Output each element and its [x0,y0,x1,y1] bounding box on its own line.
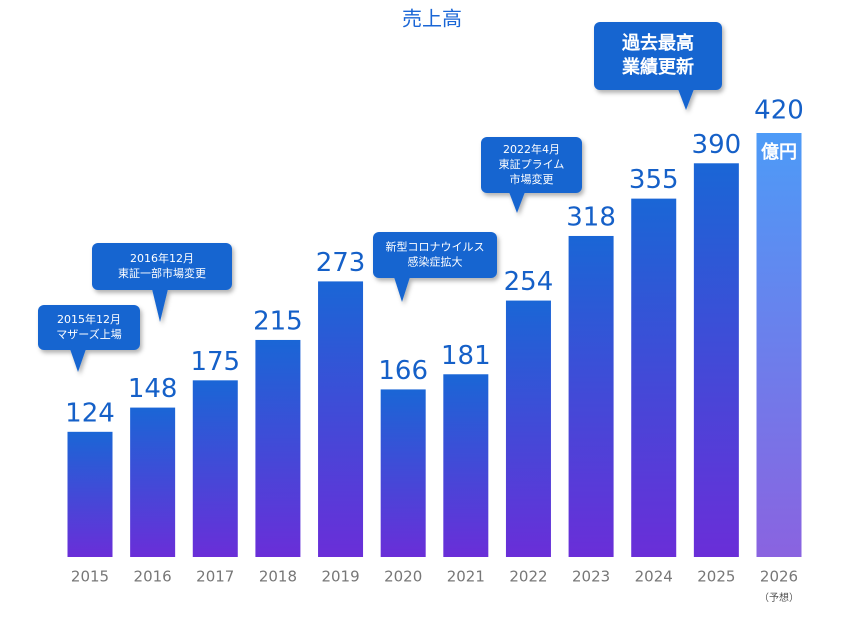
bar [192,380,238,557]
x-tick-label: 2025 [697,568,735,586]
callout [92,243,232,322]
bar [505,300,551,557]
bar [380,389,426,557]
x-tick-label: 2021 [447,568,485,586]
value-label: 181 [441,341,491,371]
callout [373,232,497,302]
x-tick-label: 2015 [71,568,109,586]
bar [318,281,364,557]
value-label: 273 [316,248,366,278]
bar [693,163,739,558]
callout-text: 感染症拡大 [408,254,463,268]
unit-label: 億円 [761,141,797,163]
bar [756,133,802,557]
callout [481,137,582,213]
callout-text: 2015年12月 [57,312,121,326]
callout-tail [509,192,525,213]
value-label: 148 [128,374,178,404]
bar [568,235,614,557]
x-tick-label: 2017 [196,568,234,586]
value-label: 355 [629,165,679,195]
value-label: 175 [190,347,240,377]
chart-title: 売上高 [402,7,462,31]
value-label: 215 [253,306,303,336]
value-label: 254 [504,267,554,297]
bar [443,374,489,557]
bar [631,198,677,557]
callout [38,305,140,372]
callout-text: 2016年12月 [130,251,194,265]
callout-tail [394,277,410,302]
x-tick-label: 2018 [259,568,297,586]
x-tick-label: 2019 [321,568,359,586]
callout-tail [70,349,86,372]
value-label: 390 [692,130,742,160]
callout-text: 過去最高 [622,32,694,54]
value-label: 420 [754,96,804,126]
callout-box [481,137,582,193]
x-tick-label: 2022 [509,568,547,586]
callout [594,22,722,110]
callout-text: マザーズ上場 [56,327,121,341]
callout-tail [678,89,694,110]
x-tick-label: 2016 [134,568,172,586]
callout-box [38,305,140,350]
x-tick-label: 2026 [760,568,798,586]
bar [255,339,301,557]
callout-text: 市場変更 [510,172,554,186]
x-tick-label: 2023 [572,568,610,586]
callout-text: 新型コロナウイルス [386,240,485,254]
value-label: 318 [566,202,616,232]
x-tick-label: 2024 [635,568,673,586]
callout-box [373,232,497,278]
callout-box [92,243,232,290]
callout-box [594,22,722,90]
callout-text: 業績更新 [621,56,694,78]
callout-text: 東証プライム [499,158,565,171]
value-label: 166 [378,356,428,386]
bar [130,407,176,557]
x-tick-label: 2020 [384,568,422,586]
bar [67,431,113,557]
callout-tail [152,289,168,322]
value-label: 124 [65,398,115,428]
forecast-note: （予想） [759,591,799,604]
callout-text: 東証一部市場変更 [118,266,206,280]
callout-text: 2022年4月 [503,142,560,156]
